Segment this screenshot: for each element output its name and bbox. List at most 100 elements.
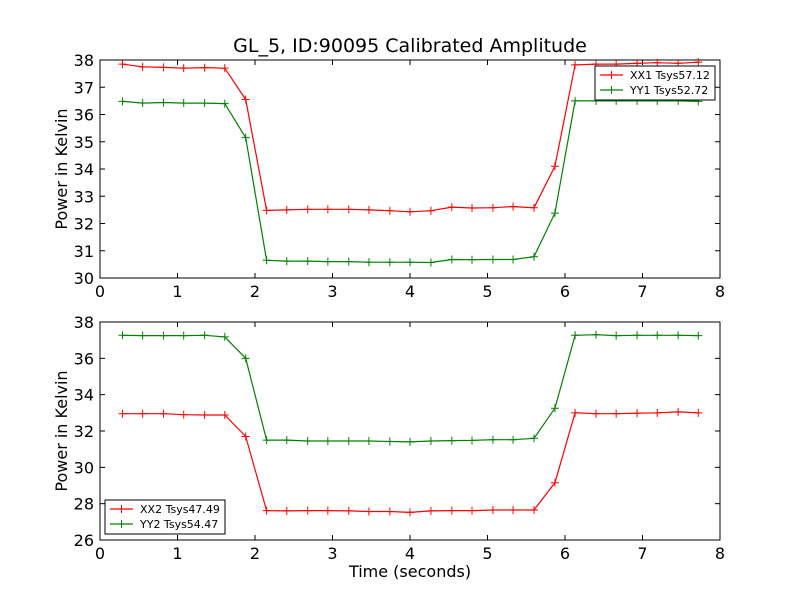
legend-box [104, 499, 226, 535]
data-point-marker [323, 205, 332, 214]
data-point-marker [530, 506, 538, 515]
y-tick-label: 26 [74, 531, 94, 550]
data-point-marker [385, 437, 394, 446]
data-point-marker [303, 506, 312, 515]
y-axis-label: Power in Kelvin [52, 108, 71, 229]
y-tick-label: 28 [74, 495, 94, 514]
data-point-marker [385, 507, 394, 516]
y-tick-label: 32 [74, 215, 94, 234]
x-tick-label: 3 [327, 544, 337, 563]
data-point-marker [488, 203, 497, 212]
data-point-marker [262, 506, 271, 515]
data-point-marker [220, 332, 229, 341]
legend-entry-label: YY2 Tsys54.47 [139, 518, 218, 531]
data-point-marker [282, 436, 291, 445]
data-point-marker [282, 205, 291, 214]
data-point-marker [592, 330, 600, 339]
x-tick-label: 5 [482, 282, 492, 301]
data-point-marker [385, 206, 394, 215]
data-point-marker [118, 409, 127, 418]
data-point-marker [241, 95, 250, 104]
data-point-marker [344, 506, 353, 515]
y-tick-label: 33 [74, 187, 94, 206]
data-point-marker [220, 64, 229, 73]
data-point-marker [179, 410, 188, 419]
data-point-marker [406, 207, 414, 216]
data-point-marker [426, 506, 435, 515]
data-point-marker [303, 436, 312, 445]
y-tick-label: 36 [74, 106, 94, 125]
data-point-marker [138, 62, 147, 71]
data-point-marker [426, 436, 435, 445]
data-point-marker [364, 436, 373, 445]
data-point-marker [406, 258, 414, 267]
legend-marker-sample [117, 505, 126, 513]
data-point-marker [571, 331, 580, 340]
data-point-marker [364, 205, 373, 214]
data-point-marker [530, 203, 538, 212]
data-point-marker [488, 435, 497, 444]
x-tick-label: 0 [95, 282, 105, 301]
data-point-marker [282, 506, 291, 515]
y-tick-label: 38 [74, 51, 94, 70]
x-tick-label: 1 [172, 282, 182, 301]
data-point-marker [509, 506, 518, 515]
x-tick-label: 8 [715, 282, 725, 301]
data-point-marker [159, 409, 168, 418]
data-point-marker [550, 478, 559, 487]
data-point-marker [550, 404, 559, 413]
data-point-marker [344, 205, 353, 214]
data-point-marker [694, 408, 703, 417]
data-point-marker [220, 411, 229, 420]
data-point-marker [138, 409, 147, 418]
data-point-marker [323, 257, 332, 266]
y-tick-label: 35 [74, 133, 94, 152]
data-point-marker [138, 331, 147, 340]
data-point-marker [344, 257, 353, 266]
data-point-marker [323, 506, 332, 515]
data-point-marker [303, 205, 312, 214]
y-tick-label: 36 [74, 349, 94, 368]
y-tick-label: 38 [74, 313, 94, 332]
legend-entry-label: YY1 Tsys52.72 [629, 84, 708, 97]
data-point-marker [406, 437, 414, 446]
data-point-marker [262, 256, 271, 265]
data-point-marker [550, 162, 559, 171]
data-point-marker [674, 331, 683, 340]
data-point-marker [530, 252, 538, 261]
data-point-marker [159, 331, 168, 340]
data-point-marker [674, 407, 683, 416]
data-point-marker [468, 506, 476, 515]
data-point-marker [571, 408, 580, 417]
x-tick-label: 5 [482, 544, 492, 563]
data-point-marker [530, 434, 538, 443]
data-point-marker [488, 506, 497, 515]
data-point-marker [118, 331, 127, 340]
y-tick-label: 34 [74, 386, 94, 405]
data-point-marker [303, 257, 312, 266]
data-point-marker [426, 258, 435, 267]
data-point-marker [633, 409, 642, 418]
data-point-marker [509, 435, 518, 444]
data-point-marker [509, 255, 518, 264]
data-point-marker [138, 99, 147, 108]
y-tick-label: 32 [74, 422, 94, 441]
x-axis-label: Time (seconds) [348, 562, 471, 581]
data-point-marker [220, 99, 229, 108]
data-point-marker [468, 436, 476, 445]
data-point-marker [653, 58, 662, 67]
y-tick-label: 34 [74, 160, 94, 179]
x-tick-label: 2 [250, 282, 260, 301]
x-tick-label: 4 [405, 282, 415, 301]
data-point-marker [406, 508, 414, 517]
data-point-marker [179, 99, 188, 108]
data-point-marker [447, 255, 456, 264]
legend-entry-label: XX1 Tsys57.12 [630, 69, 710, 82]
data-point-marker [241, 354, 250, 363]
data-point-marker [694, 58, 703, 67]
data-point-marker [118, 97, 127, 106]
